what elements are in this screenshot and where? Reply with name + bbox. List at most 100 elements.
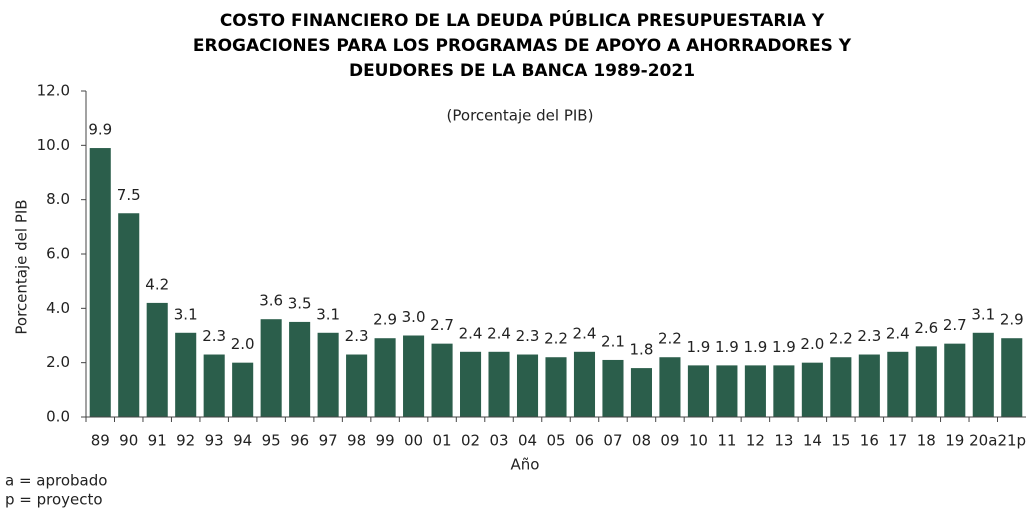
data-label: 2.4 xyxy=(487,324,511,342)
bar xyxy=(460,351,482,417)
y-tick-label: 8.0 xyxy=(46,190,70,208)
bar xyxy=(317,332,339,417)
data-label: 3.6 xyxy=(259,292,283,310)
bar xyxy=(573,351,596,417)
x-tick-label: 08 xyxy=(632,432,651,450)
bar xyxy=(1001,338,1023,417)
data-label: 7.5 xyxy=(117,186,141,204)
x-tick-label: 97 xyxy=(319,432,338,450)
subtitle: (Porcentaje del PIB) xyxy=(447,107,594,125)
chart-title: DEUDORES DE LA BANCA 1989-2021 xyxy=(349,61,695,81)
bar xyxy=(260,319,282,417)
bar xyxy=(887,351,909,417)
x-tick-label: 02 xyxy=(461,432,480,450)
data-label: 3.1 xyxy=(316,305,340,323)
bar xyxy=(545,357,567,417)
y-axis-label: Porcentaje del PIB xyxy=(13,199,31,334)
data-label: 1.8 xyxy=(630,341,654,359)
x-tick-label: 01 xyxy=(433,432,452,450)
data-label: 2.2 xyxy=(544,330,568,348)
data-label: 2.4 xyxy=(459,324,483,342)
bar xyxy=(773,365,795,417)
bar xyxy=(716,365,738,417)
bar xyxy=(630,368,652,417)
data-label: 3.1 xyxy=(971,305,995,323)
bar xyxy=(89,148,111,418)
y-tick-label: 10.0 xyxy=(37,136,70,154)
data-label: 2.9 xyxy=(373,311,397,329)
y-tick-label: 4.0 xyxy=(46,299,70,317)
data-label: 3.0 xyxy=(402,308,426,326)
x-tick-label: 06 xyxy=(575,432,594,450)
x-tick-label: 96 xyxy=(290,432,309,450)
data-label: 2.3 xyxy=(516,327,540,345)
x-tick-label: 99 xyxy=(376,432,395,450)
data-label: 2.6 xyxy=(914,319,938,337)
x-tick-label: 00 xyxy=(404,432,423,450)
data-label: 2.9 xyxy=(1000,311,1024,329)
x-tick-label: 13 xyxy=(774,432,793,450)
x-tick-label: 98 xyxy=(347,432,366,450)
x-tick-label: 17 xyxy=(888,432,907,450)
bar xyxy=(915,346,937,417)
bar xyxy=(830,357,852,417)
note: a = aprobado xyxy=(5,472,107,490)
data-label: 1.9 xyxy=(715,338,739,356)
x-tick-label: 93 xyxy=(205,432,224,450)
bar xyxy=(858,354,880,417)
data-label: 2.4 xyxy=(573,324,597,342)
bar xyxy=(687,365,709,417)
data-label: 2.0 xyxy=(231,335,255,353)
bar xyxy=(374,338,396,417)
x-tick-label: 90 xyxy=(119,432,138,450)
data-label: 2.3 xyxy=(345,327,369,345)
data-label: 3.1 xyxy=(174,305,198,323)
bar xyxy=(488,351,510,417)
data-label: 2.3 xyxy=(202,327,226,345)
x-tick-label: 10 xyxy=(689,432,708,450)
data-label: 2.1 xyxy=(601,332,625,350)
data-label: 2.3 xyxy=(857,327,881,345)
bar xyxy=(744,365,766,417)
data-label: 2.7 xyxy=(943,316,967,334)
x-tick-label: 11 xyxy=(717,432,736,450)
x-tick-label: 21p xyxy=(997,432,1026,450)
x-tick-label: 09 xyxy=(660,432,679,450)
x-tick-label: 19 xyxy=(945,432,964,450)
x-tick-label: 07 xyxy=(603,432,622,450)
x-tick-label: 03 xyxy=(489,432,508,450)
bar xyxy=(602,359,624,417)
bar xyxy=(972,332,994,417)
bar xyxy=(289,321,311,417)
x-tick-label: 94 xyxy=(233,432,252,450)
bar xyxy=(944,343,966,417)
data-label: 9.9 xyxy=(88,121,112,139)
x-tick-label: 91 xyxy=(148,432,167,450)
x-tick-label: 05 xyxy=(546,432,565,450)
data-label: 2.4 xyxy=(886,324,910,342)
bar xyxy=(403,335,425,417)
bar xyxy=(659,357,681,417)
note: p = proyecto xyxy=(5,491,103,508)
data-label: 1.9 xyxy=(743,338,767,356)
data-label: 4.2 xyxy=(145,275,169,293)
x-tick-label: 20a xyxy=(969,432,997,450)
x-tick-label: 16 xyxy=(860,432,879,450)
y-tick-label: 0.0 xyxy=(46,408,70,426)
bar xyxy=(346,354,368,417)
x-tick-label: 15 xyxy=(831,432,850,450)
bar xyxy=(203,354,225,417)
x-tick-label: 18 xyxy=(917,432,936,450)
y-tick-label: 2.0 xyxy=(46,353,70,371)
data-label: 2.2 xyxy=(658,330,682,348)
data-label: 1.9 xyxy=(772,338,796,356)
x-tick-label: 04 xyxy=(518,432,537,450)
x-tick-label: 12 xyxy=(746,432,765,450)
y-tick-label: 12.0 xyxy=(37,82,70,100)
bar xyxy=(232,362,254,417)
x-axis-label: Año xyxy=(511,456,540,474)
data-label: 2.0 xyxy=(800,335,824,353)
bar xyxy=(516,354,539,417)
x-tick-label: 89 xyxy=(91,432,110,450)
